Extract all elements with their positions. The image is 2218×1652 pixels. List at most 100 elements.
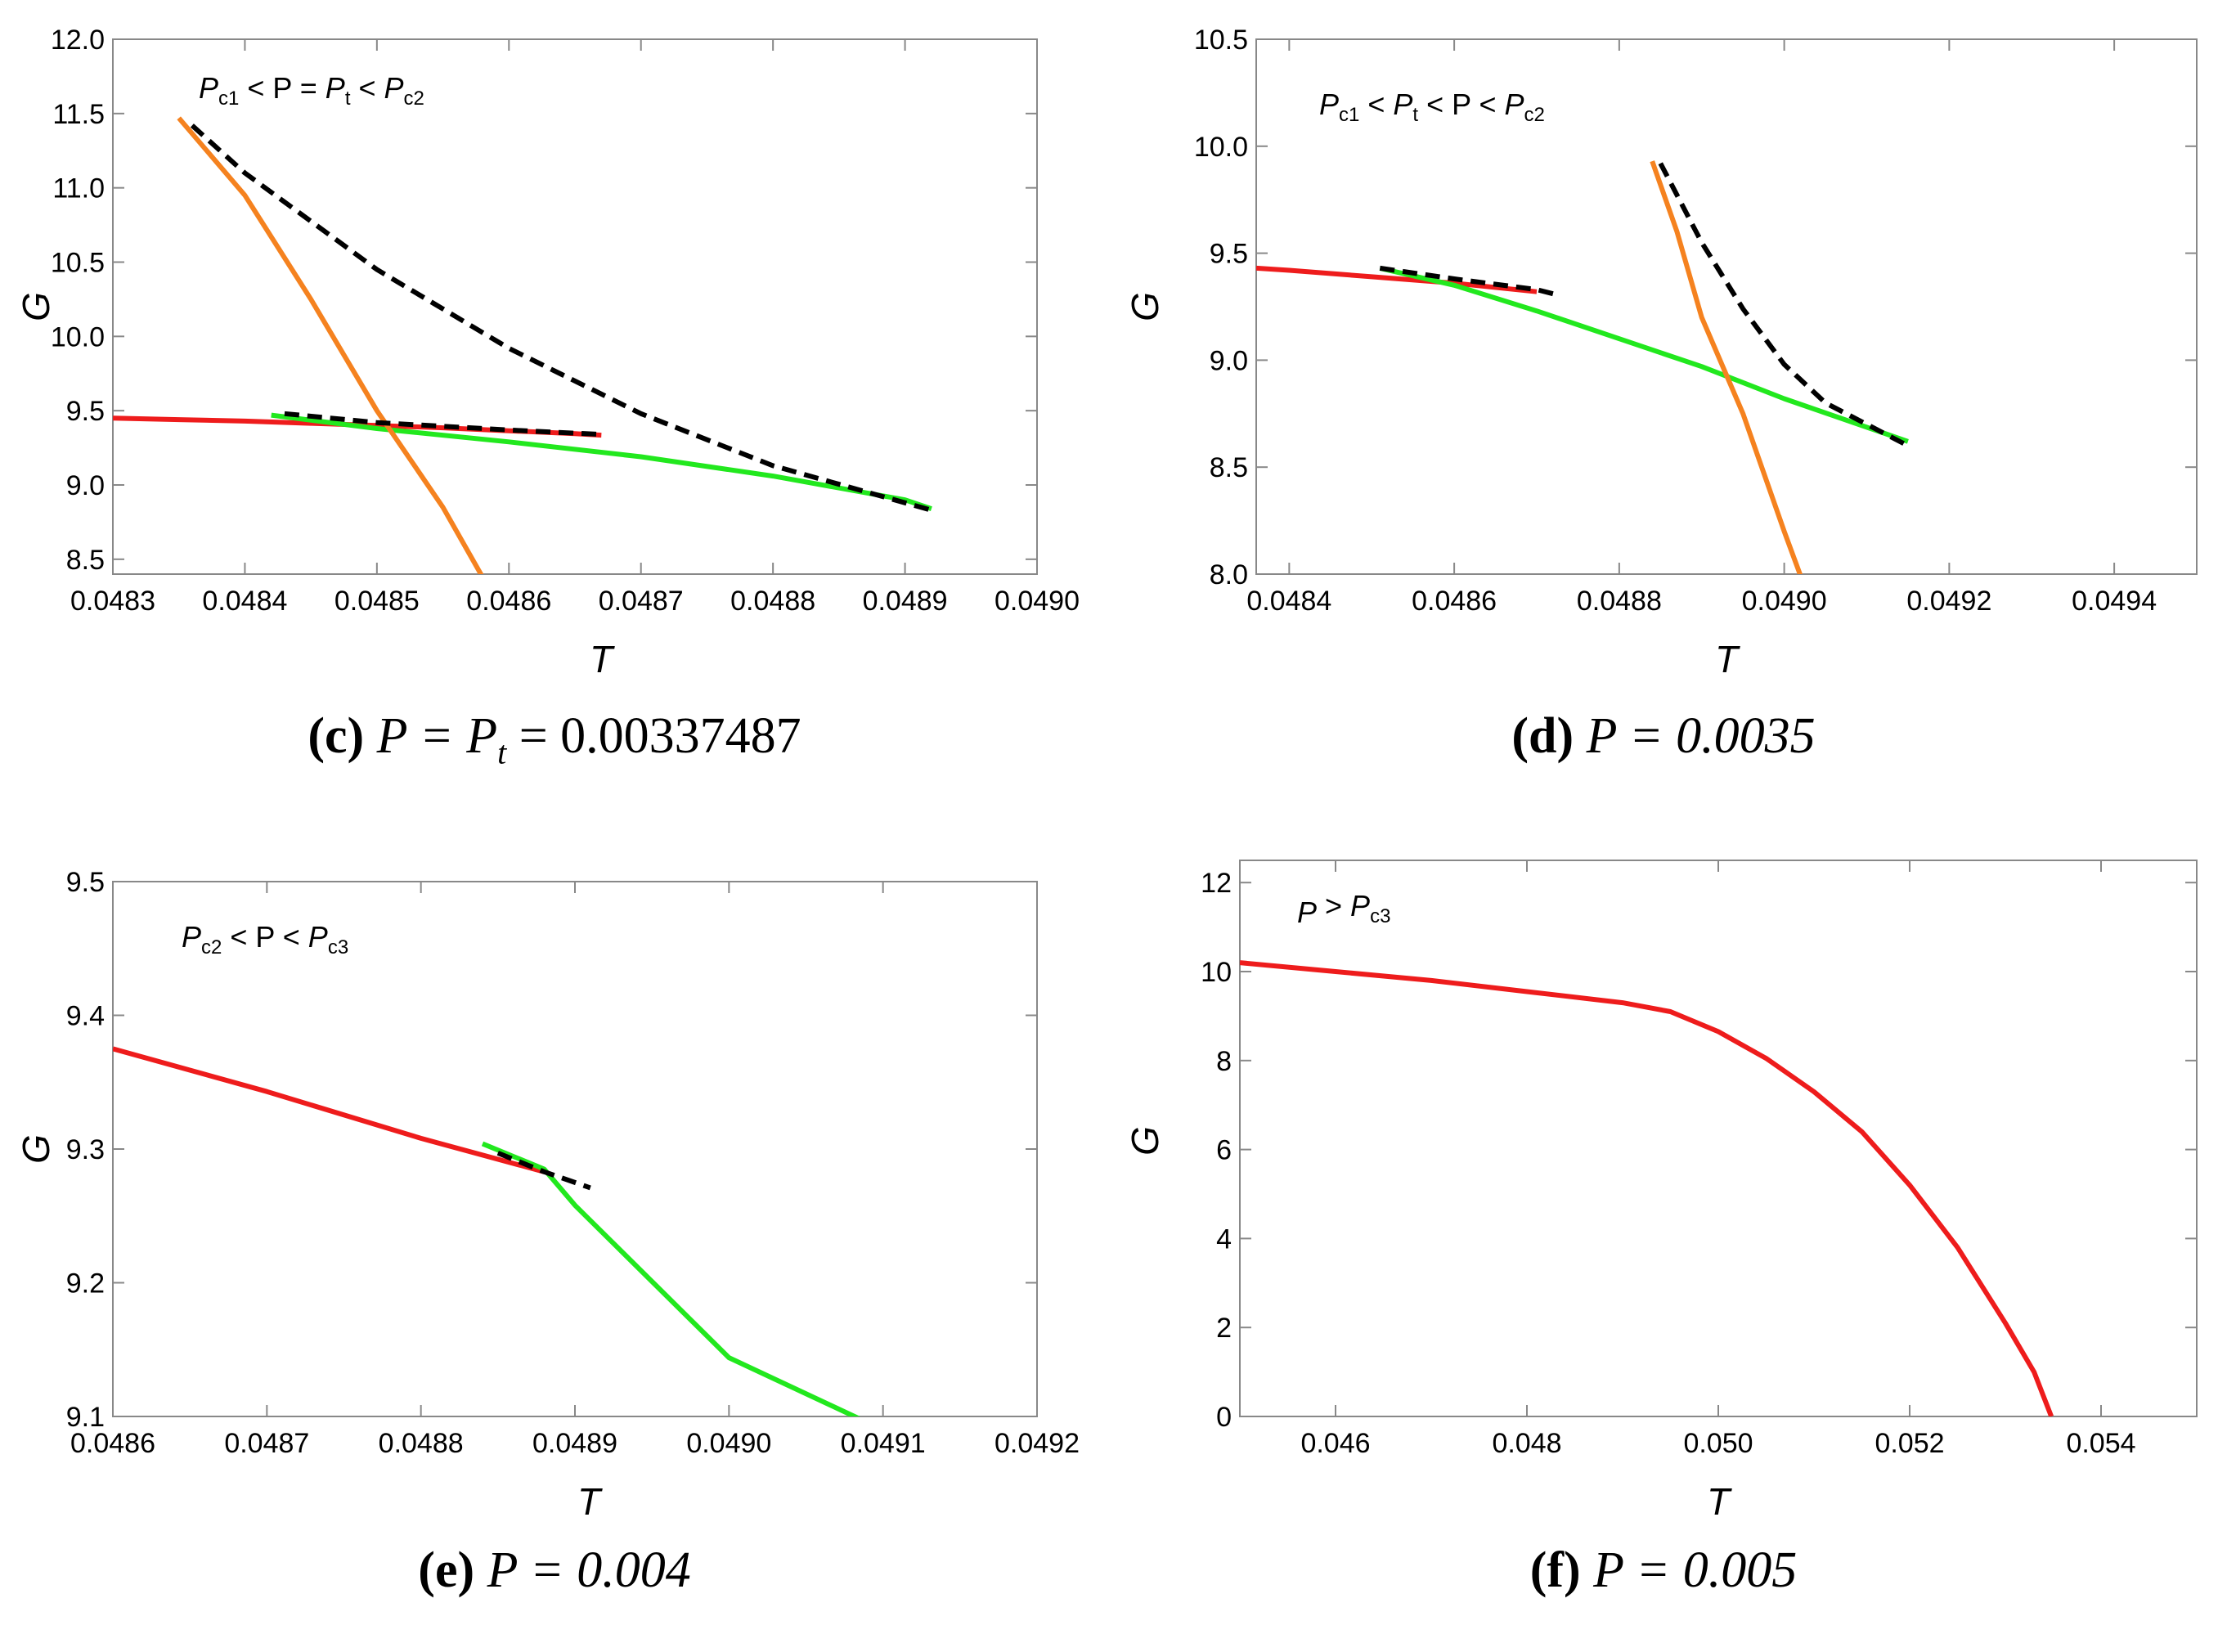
x-axis-label: T — [1707, 1480, 1732, 1523]
x-tick-label: 0.0485 — [334, 586, 420, 617]
y-tick-label: 8.5 — [1210, 452, 1248, 483]
caption-text: P = 0.0035 — [1586, 708, 1816, 764]
plot-frame — [1239, 860, 2198, 1417]
x-tick-label: 0.0486 — [466, 586, 551, 617]
y-tick-label: 9.1 — [66, 1402, 105, 1433]
y-tick-label: 8.0 — [1210, 559, 1248, 590]
x-tick-label: 0.0489 — [863, 586, 948, 617]
y-axis-label: G — [1124, 1126, 1166, 1156]
y-tick-label: 12 — [1201, 868, 1232, 899]
y-tick-label: 11.0 — [52, 173, 105, 204]
x-tick-label: 0.0483 — [70, 586, 155, 617]
caption-text: P = 0.004 — [487, 1542, 691, 1598]
series-line-black-dashed-upper — [1658, 162, 1910, 448]
series-line-orange — [177, 116, 484, 574]
caption-f: (f) P = 0.005 — [1109, 1542, 2218, 1605]
panel-c: 8.5 9.0 9.5 10.0 10.5 11.0 11.5 12.0 0.0483 0.04… — [0, 0, 1109, 826]
plot-frame — [1255, 38, 2198, 575]
y-tick-label: 4 — [1216, 1223, 1232, 1255]
x-tick-label: 0.048 — [1492, 1428, 1561, 1459]
x-tick-label: 0.0491 — [841, 1428, 926, 1459]
y-tick-label: 6 — [1216, 1135, 1232, 1166]
y-tick-label: 10.0 — [1194, 132, 1248, 163]
y-tick-label: 11.5 — [52, 99, 105, 130]
y-tick-label: 9.4 — [66, 1001, 105, 1032]
x-tick-label: 0.0486 — [1412, 586, 1497, 617]
chart-e: 9.1 9.2 9.3 9.4 9.5 0.0486 0.0487 0.0488 0.0489… — [15, 867, 1080, 1523]
x-tick-label: 0.0494 — [2072, 586, 2157, 617]
y-tick-label: 10.0 — [51, 321, 105, 352]
y-tick-label: 10.5 — [51, 248, 105, 279]
caption-text: P = 0.005 — [1593, 1542, 1798, 1598]
series-line-black-dashed-upper — [190, 123, 932, 513]
regime-annotation: Pc1 < P = Pt < Pc2 — [199, 71, 424, 110]
x-tick-label: 0.052 — [1875, 1428, 1944, 1459]
x-tick-label: 0.0492 — [995, 1428, 1080, 1459]
series-line-green — [271, 412, 932, 511]
y-ticks: 0 2 4 6 8 10 12 — [1201, 868, 2197, 1433]
series-line-red — [113, 415, 602, 438]
series-line-green — [1379, 265, 1909, 444]
caption-label: (c) — [308, 708, 365, 764]
caption-sub: t — [497, 734, 507, 771]
y-tick-label: 2 — [1216, 1313, 1232, 1344]
x-tick-label: 0.0488 — [730, 586, 815, 617]
y-axis-label: G — [15, 1134, 57, 1164]
y-ticks: 9.1 9.2 9.3 9.4 9.5 — [66, 867, 1037, 1433]
y-tick-label: 10.5 — [1194, 25, 1248, 56]
x-tick-label: 0.0489 — [532, 1428, 617, 1459]
series-line-black-dashed-lower — [284, 411, 602, 438]
y-tick-label: 9.3 — [66, 1134, 105, 1165]
y-tick-label: 12.0 — [51, 25, 105, 56]
caption-label: (d) — [1511, 708, 1574, 764]
x-ticks: 0.0483 0.0484 0.0485 0.0486 0.0487 0.0488 0.04… — [70, 39, 1080, 617]
chart-d: 8.08.59.09.510.010.5 0.0484 0.0486 0.0488 0… — [1124, 25, 2198, 680]
x-tick-label: 0.046 — [1300, 1428, 1370, 1459]
y-tick-label: 8 — [1216, 1046, 1232, 1077]
series-line-orange — [1650, 160, 1803, 574]
series-line-green — [481, 1141, 860, 1416]
panel-f: 0 2 4 6 8 10 12 0.046 0.048 0.050 0.052 0.054 G T … — [1109, 826, 2218, 1652]
series-group — [1240, 960, 2054, 1416]
y-tick-label: 10 — [1201, 957, 1232, 988]
x-tick-label: 0.0492 — [1906, 586, 1991, 617]
series-line-black-dashed — [496, 1151, 591, 1191]
caption-e: (e) P = 0.004 — [0, 1542, 1109, 1605]
x-axis-label: T — [1715, 638, 1740, 680]
y-tick-label: 9.5 — [1210, 239, 1248, 270]
y-axis-label: G — [15, 292, 57, 321]
y-tick-label: 9.5 — [66, 867, 105, 898]
caption-tail: = 0.00337487 — [506, 708, 801, 764]
x-tick-label: 0.050 — [1683, 1428, 1753, 1459]
series-group — [113, 1046, 860, 1416]
caption-text: P = P — [376, 708, 498, 764]
chart-c: 8.59.09.510.010.511.011.512.0 0.0483 0.04… — [15, 25, 1080, 680]
series-line-red — [1240, 960, 2054, 1416]
series-line-red — [1256, 265, 1538, 294]
series-group — [113, 116, 932, 574]
regime-annotation: P > Pc3 — [1297, 889, 1390, 929]
caption-label: (e) — [418, 1542, 475, 1598]
y-ticks: 8.5 9.0 9.5 10.0 10.5 11.0 11.5 12.0 — [51, 25, 1037, 576]
plot-frame — [112, 38, 1038, 575]
x-axis-label: T — [577, 1480, 603, 1523]
x-ticks: 0.0484 0.0486 0.0488 0.0490 0.0492 0.0494 — [1246, 39, 2157, 617]
regime-annotation: Pc1 < Pt < P < Pc2 — [1319, 88, 1545, 126]
plot-frame — [112, 881, 1038, 1417]
x-tick-label: 0.0488 — [379, 1428, 464, 1459]
x-tick-label: 0.054 — [2066, 1428, 2135, 1459]
y-tick-label: 9.5 — [66, 396, 105, 427]
x-tick-label: 0.0487 — [599, 586, 684, 617]
x-tick-label: 0.0484 — [202, 586, 287, 617]
caption-d: (d) P = 0.0035 — [1109, 707, 2218, 771]
x-tick-label: 0.0490 — [995, 586, 1080, 617]
panel-d: 8.0 8.5 9.0 9.5 10.0 10.5 0.0484 0.0486 0.0488 0… — [1109, 0, 2218, 826]
y-tick-label: 9.0 — [66, 470, 105, 501]
panel-e: 9.1 9.2 9.3 9.4 9.5 0.0486 0.0487 0.0488 0.0489… — [0, 826, 1109, 1652]
x-ticks: 0.0486 0.0487 0.0488 0.0489 0.0490 0.0491 0.04… — [70, 882, 1080, 1459]
x-tick-label: 0.0486 — [70, 1428, 155, 1459]
x-tick-label: 0.0487 — [224, 1428, 309, 1459]
caption-label: (f) — [1529, 1542, 1581, 1598]
x-ticks: 0.046 0.048 0.050 0.052 0.054 — [1300, 860, 2136, 1459]
